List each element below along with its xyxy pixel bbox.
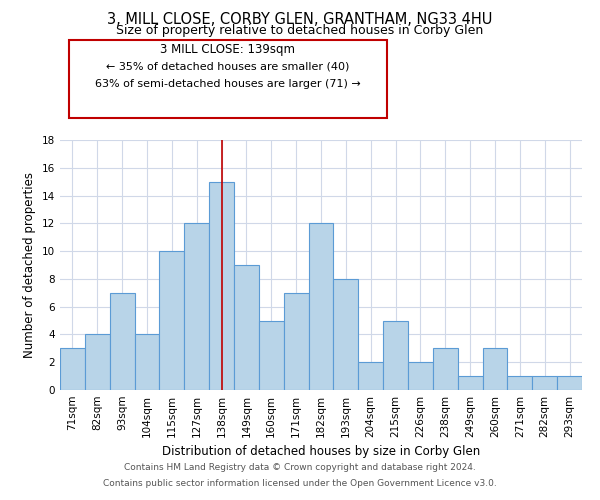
Bar <box>383 320 408 390</box>
Bar <box>160 251 184 390</box>
Text: Size of property relative to detached houses in Corby Glen: Size of property relative to detached ho… <box>116 24 484 37</box>
Bar <box>209 182 234 390</box>
Text: Contains HM Land Registry data © Crown copyright and database right 2024.: Contains HM Land Registry data © Crown c… <box>124 464 476 472</box>
X-axis label: Distribution of detached houses by size in Corby Glen: Distribution of detached houses by size … <box>162 446 480 458</box>
Bar <box>358 362 383 390</box>
Bar <box>334 279 358 390</box>
Bar <box>433 348 458 390</box>
Bar <box>259 320 284 390</box>
Bar <box>458 376 482 390</box>
Bar <box>134 334 160 390</box>
Bar <box>110 293 134 390</box>
Bar <box>60 348 85 390</box>
Bar <box>308 224 334 390</box>
Bar <box>532 376 557 390</box>
Bar <box>184 224 209 390</box>
Bar <box>85 334 110 390</box>
Bar <box>408 362 433 390</box>
Bar <box>557 376 582 390</box>
Bar <box>508 376 532 390</box>
Text: 3 MILL CLOSE: 139sqm: 3 MILL CLOSE: 139sqm <box>161 42 296 56</box>
Bar <box>284 293 308 390</box>
Text: 63% of semi-detached houses are larger (71) →: 63% of semi-detached houses are larger (… <box>95 79 361 89</box>
Text: 3, MILL CLOSE, CORBY GLEN, GRANTHAM, NG33 4HU: 3, MILL CLOSE, CORBY GLEN, GRANTHAM, NG3… <box>107 12 493 28</box>
Bar <box>234 265 259 390</box>
Text: ← 35% of detached houses are smaller (40): ← 35% of detached houses are smaller (40… <box>106 62 350 72</box>
Y-axis label: Number of detached properties: Number of detached properties <box>23 172 37 358</box>
Bar <box>482 348 508 390</box>
Text: Contains public sector information licensed under the Open Government Licence v3: Contains public sector information licen… <box>103 478 497 488</box>
